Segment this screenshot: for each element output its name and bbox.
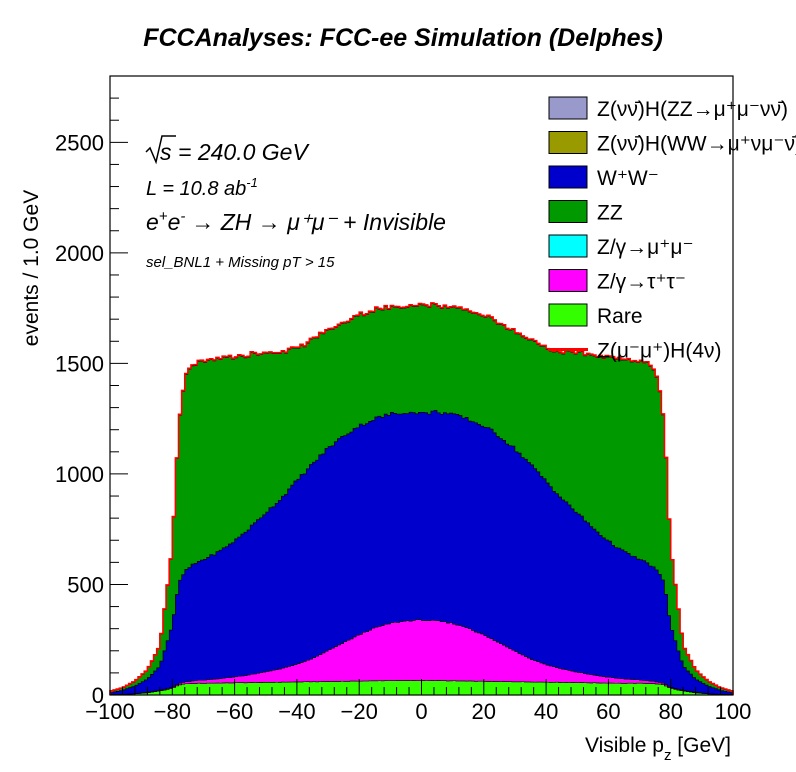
y-tick-label: 2500	[55, 130, 104, 155]
annotation-block: s = 240.0 GeV L = 10.8 ab-1 e+e- → ZH → μ…	[145, 135, 446, 271]
x-tick-label: 20	[472, 699, 496, 724]
stacked-histograms	[109, 303, 734, 696]
legend-item-5-label: Z/γ→τ⁺τ⁻	[597, 271, 686, 294]
legend-item-1-label: Z(νν̄)H(WW→μ⁺νμ⁻ν̄)	[597, 133, 796, 156]
sqrt-symbol	[145, 135, 176, 165]
legend-item-3-label: ZZ	[597, 202, 623, 225]
process-label: e+e- → ZH → μ⁺μ⁻ + Invisible	[146, 208, 446, 235]
y-tick-label: 500	[67, 572, 104, 597]
signal-outline	[109, 302, 734, 695]
selection-label: sel_BNL1 + Missing pT > 15	[146, 254, 335, 271]
legend-item-7-label: Z(μ⁻μ⁺)H(4ν)	[597, 340, 722, 363]
legend-item-6-label: Rare	[597, 305, 643, 328]
sqrt-s-value: = 240.0 GeV	[178, 139, 310, 165]
y-tick-label: 1000	[55, 462, 104, 487]
x-tick-label: 60	[596, 699, 620, 724]
x-tick-label: 80	[658, 699, 682, 724]
legend: Z(νν̄)H(ZZ→μ⁺μ⁻νν̄) Z(νν̄)H(WW→μ⁺νμ⁻ν̄) W⁺…	[548, 96, 796, 363]
legend-item-6-swatch	[548, 303, 588, 327]
legend-item-2-swatch	[548, 165, 588, 189]
legend-item-5-swatch	[548, 269, 588, 292]
legend-item-0-swatch	[548, 96, 588, 120]
legend-item-3-swatch	[548, 200, 588, 223]
x-axis-title: Visible pz [GeV]	[585, 734, 731, 764]
x-tick-label: −100	[85, 699, 135, 724]
signal-line	[109, 302, 734, 695]
y-tick-label: 1500	[55, 351, 104, 376]
legend-item-4-swatch	[548, 234, 588, 258]
x-tick-label: −60	[216, 699, 253, 724]
x-tick-label: −80	[154, 699, 191, 724]
x-tick-label: 0	[415, 699, 427, 724]
sqrt-s-label: s	[160, 139, 172, 165]
x-tick-label: 40	[534, 699, 558, 724]
y-tick-label: 2000	[55, 241, 104, 266]
legend-item-4-label: Z/γ→μ⁺μ⁻	[597, 236, 694, 259]
x-tick-label: 100	[715, 699, 752, 724]
y-axis-title: events / 1.0 GeV	[20, 190, 43, 346]
x-tick-label: −20	[341, 699, 378, 724]
legend-item-2-label: W⁺W⁻	[597, 167, 659, 190]
x-axis-ticks: −100 −80 −60 −40 −20 0 20 40 60 80 100	[85, 679, 751, 724]
x-tick-label: −40	[278, 699, 315, 724]
y-axis-ticks: 0 500 1000 1500 2000 2500	[55, 75, 128, 708]
legend-item-1-swatch	[548, 131, 588, 154]
legend-item-0-label: Z(νν̄)H(ZZ→μ⁺μ⁻νν̄)	[597, 98, 788, 121]
y-tick-label: 0	[92, 683, 104, 708]
lumi-label: L = 10.8 ab-1	[146, 175, 258, 200]
chart-title: FCCAnalyses: FCC-ee Simulation (Delphes)	[143, 24, 663, 52]
